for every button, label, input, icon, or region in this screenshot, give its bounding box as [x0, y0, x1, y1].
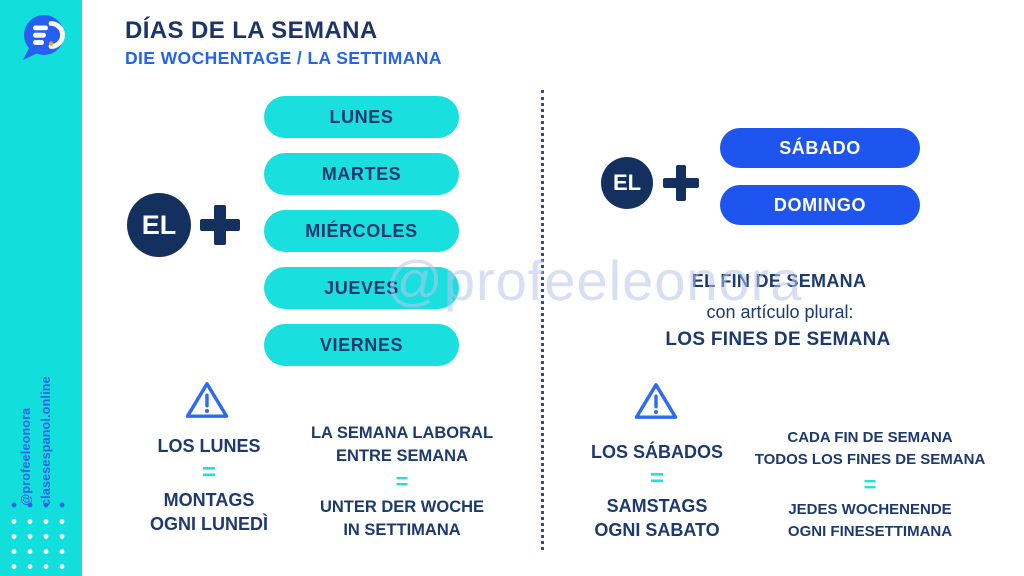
weekend-plural-label: LOS FINES DE SEMANA	[665, 329, 891, 350]
note-line: TODOS LOS FINES DE SEMANA	[754, 451, 986, 468]
note-line: CADA FIN DE SEMANA	[787, 429, 953, 446]
weekend-plural-intro: con artículo plural:	[706, 302, 854, 322]
weekend-label: EL FIN DE SEMANA	[691, 271, 867, 291]
plus-icon	[200, 205, 240, 245]
note-line: IN SETTIMANA	[343, 521, 461, 539]
note-los-sabados: LOS SÁBADOS = SAMSTAGS OGNI SABATO	[591, 440, 723, 542]
page-subtitle: DIE WOCHENTAGE / LA SETTIMANA	[125, 48, 442, 68]
sidebar: @profeeleonora clasesespanol.online	[0, 0, 82, 576]
note-line: JEDES WOCHENENDE	[788, 501, 952, 518]
note-line: SAMSTAGS	[606, 496, 708, 516]
warning-triangle-icon	[185, 382, 229, 418]
day-pill-martes: MARTES	[264, 153, 459, 195]
page-title: DÍAS DE LA SEMANA	[125, 17, 378, 44]
note-line: LOS LUNES	[157, 436, 261, 456]
note-fin-de-semana: CADA FIN DE SEMANA TODOS LOS FINES DE SE…	[755, 427, 986, 543]
day-pill-miercoles: MIÉRCOLES	[264, 210, 459, 252]
dotted-vertical-divider	[541, 90, 544, 550]
day-pill-domingo: DOMINGO	[720, 185, 920, 225]
plus-icon	[663, 165, 699, 201]
note-line: OGNI FINESETTIMANA	[787, 523, 953, 540]
social-handle: @profeeleonora	[19, 407, 33, 506]
website-url: clasesespanol.online	[39, 376, 53, 506]
equals-sign: =	[863, 472, 877, 497]
article-el-badge: EL	[127, 193, 191, 257]
chat-bubble-logo-icon	[23, 15, 65, 60]
dot-pattern-blue	[3, 496, 67, 508]
article-el-badge: EL	[601, 157, 653, 209]
equals-sign: =	[395, 469, 409, 494]
day-pill-jueves: JUEVES	[264, 267, 459, 309]
day-pill-viernes: VIERNES	[264, 324, 459, 366]
day-pill-sabado: SÁBADO	[720, 128, 920, 168]
note-line: OGNI LUNEDÌ	[149, 514, 269, 534]
dot-pattern-white	[3, 511, 67, 576]
note-los-lunes: LOS LUNES = MONTAGS OGNI LUNEDÌ	[150, 434, 268, 536]
note-line: UNTER DER WOCHE	[319, 498, 485, 516]
equals-sign: =	[649, 465, 665, 492]
note-line: LOS SÁBADOS	[590, 442, 724, 462]
note-semana-laboral: LA SEMANA LABORAL ENTRE SEMANA = UNTER D…	[311, 422, 493, 542]
note-line: OGNI SABATO	[594, 520, 720, 540]
note-line: LA SEMANA LABORAL	[310, 424, 494, 442]
sidebar-social-links: @profeeleonora clasesespanol.online	[16, 376, 56, 506]
note-line: MONTAGS	[163, 490, 255, 510]
equals-sign: =	[201, 459, 217, 486]
warning-triangle-icon	[634, 383, 678, 419]
note-line: ENTRE SEMANA	[335, 447, 469, 465]
day-pill-lunes: LUNES	[264, 96, 459, 138]
